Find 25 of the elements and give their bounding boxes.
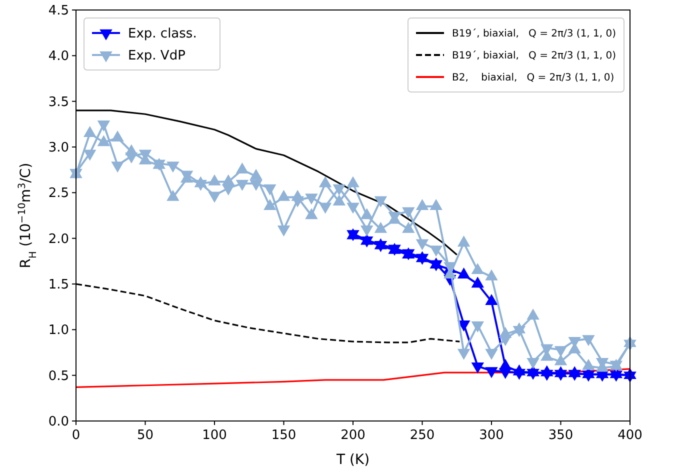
x-tick-label: 150 <box>271 428 296 443</box>
y-tick-label: 1.0 <box>48 323 69 338</box>
y-tick-label: 3.0 <box>48 140 69 156</box>
legend-label: B2, biaxial, Q = 2π/3 (1, 1, 0) <box>452 72 614 84</box>
x-tick-label: 350 <box>548 428 574 443</box>
legend-label: B19´, biaxial, Q = 2π/3 (1, 1, 0) <box>452 50 616 62</box>
y-tick-label: 0.5 <box>48 368 69 384</box>
x-tick-label: 50 <box>136 428 154 443</box>
x-tick-label: 400 <box>618 428 642 443</box>
x-tick-label: 0 <box>72 428 80 443</box>
y-tick-label: 4.5 <box>48 4 69 19</box>
x-tick-label: 200 <box>340 428 366 443</box>
y-tick-label: 0.0 <box>48 414 69 430</box>
legend-label: Exp. class. <box>128 26 197 42</box>
x-axis-title: T (K) <box>335 452 370 468</box>
y-tick-label: 2.0 <box>48 232 69 247</box>
y-tick-label: 2.5 <box>48 186 69 202</box>
legend-label: Exp. VdP <box>128 48 186 64</box>
x-tick-label: 250 <box>410 428 435 443</box>
y-tick-label: 3.5 <box>48 94 69 110</box>
y-tick-label: 4.0 <box>48 49 69 64</box>
legend-label: B19´, biaxial, Q = 2π/3 (1, 1, 0) <box>452 28 616 40</box>
x-tick-label: 100 <box>202 428 227 443</box>
x-tick-label: 300 <box>479 428 504 443</box>
y-tick-label: 1.5 <box>48 278 69 293</box>
